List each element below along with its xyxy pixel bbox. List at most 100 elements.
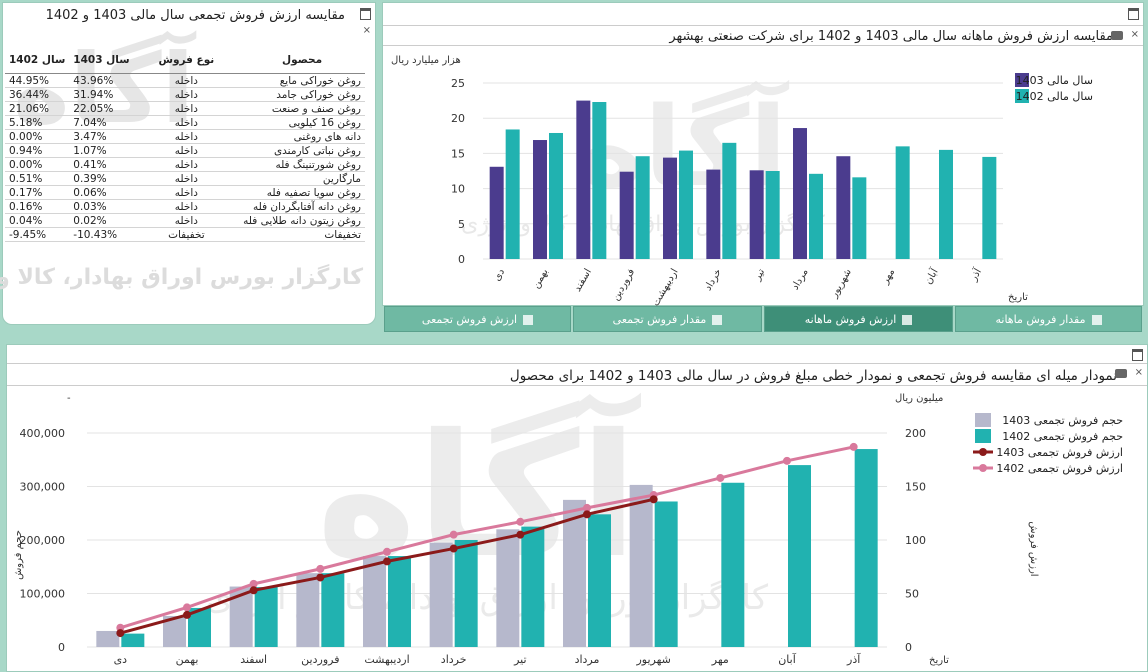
print-icon[interactable] — [1111, 31, 1123, 40]
x-tick-label: دی — [492, 267, 508, 283]
legend-swatch — [975, 413, 991, 427]
cell-1402: 0.17% — [5, 185, 70, 200]
x-tick-label: تیر — [752, 267, 768, 283]
tab-cumulative-value[interactable]: ارزش فروش تجمعی — [384, 306, 571, 332]
table-row[interactable]: 0.00% 0.41% داخله روغن شورتنینگ فله — [5, 157, 365, 172]
maximize-icon[interactable] — [1128, 8, 1139, 20]
x-tick-label: آبان — [921, 265, 941, 286]
cell-1403: 22.05% — [69, 101, 134, 116]
line-point — [849, 442, 858, 451]
bar-volume-1403 — [229, 586, 253, 647]
table-row[interactable]: 0.17% 0.06% داخله روغن سویا تصفیه فله — [5, 185, 365, 200]
maximize-icon[interactable] — [360, 8, 371, 20]
col-1402[interactable]: سال 1402 — [5, 47, 70, 74]
x-tick-label: فروردین — [301, 653, 339, 666]
cell-1402: 21.06% — [5, 101, 70, 116]
table-row[interactable]: 0.00% 3.47% داخله دانه های روغنی — [5, 129, 365, 144]
bar-volume-1402 — [588, 514, 611, 647]
cell-sale-type: داخله — [133, 199, 240, 214]
export-icon[interactable]: ⨯ — [362, 25, 371, 36]
line-point — [183, 610, 191, 619]
x-axis-label: تاریخ — [1008, 292, 1028, 303]
table-row[interactable]: 0.94% 1.07% داخله روغن نباتی کارمندی — [5, 143, 365, 158]
bar-1402 — [592, 102, 607, 259]
cell-1402: 5.18% — [5, 115, 70, 130]
line-value-1402 — [119, 445, 854, 630]
legend-point-swatch — [979, 464, 987, 472]
table-row[interactable]: 0.16% 0.03% داخله روغن دانه آفتابگردان فله — [5, 199, 365, 214]
cell-sale-type: داخله — [133, 171, 240, 186]
cell-1403: 0.03% — [69, 199, 134, 214]
bar-1403 — [489, 166, 504, 259]
line-point — [316, 573, 325, 582]
cell-product: مارگارین — [239, 171, 365, 186]
bar-1402 — [635, 156, 650, 259]
cell-sale-type: داخله — [133, 101, 240, 116]
x-tick-label: مرداد — [790, 267, 811, 292]
legend-label: سال مالی 1403 — [1016, 74, 1093, 87]
print-icon[interactable] — [1115, 369, 1127, 378]
bar-volume-1403 — [163, 615, 186, 647]
y-left-axis-label: حجم فروش — [13, 530, 24, 580]
legend-point-swatch — [979, 448, 987, 456]
table-row[interactable]: 36.44% 31.94% داخله روغن خوراکی جامد — [5, 87, 365, 102]
table-row[interactable]: 44.95% 43.96% داخله روغن خوراکی مایع — [5, 73, 365, 88]
bar-volume-1402 — [121, 633, 145, 647]
x-tick-label: مهر — [711, 653, 729, 666]
line-chart-icon — [523, 315, 534, 325]
bar-1403 — [793, 128, 807, 259]
y-tick-label: 25 — [451, 77, 465, 90]
table-row[interactable]: -9.45% -10.43% تخفیفات تخفیفات — [5, 227, 365, 242]
bar-1403 — [533, 140, 547, 259]
legend-label: ارزش فروش تجمعی 1402 — [996, 462, 1123, 475]
line-chart-icon — [712, 315, 723, 325]
x-tick-label: آذر — [846, 652, 861, 666]
x-tick-label: فروردین — [610, 267, 637, 303]
bar-1403 — [619, 171, 634, 259]
bar-1402 — [765, 171, 780, 259]
line-point — [583, 503, 591, 512]
y-tick-label: 5 — [458, 218, 465, 231]
table-row[interactable]: 21.06% 22.05% داخله روغن صنف و صنعت — [5, 101, 365, 116]
watermark-tagline: کارگزار بورس اوراق بهادار، کالا و انرژی — [0, 265, 363, 290]
line-point — [316, 564, 325, 573]
export-icon[interactable]: ⨯ — [1130, 29, 1139, 40]
monthly-chart-panel: مقایسه ارزش فروش ماهانه سال مالی 1403 و … — [382, 2, 1144, 307]
bar-volume-1402 — [854, 449, 878, 647]
export-icon[interactable]: ⨯ — [1134, 367, 1143, 378]
bar-1402 — [939, 149, 953, 259]
x-tick-label: مهر — [879, 267, 897, 287]
cell-1403: -10.43% — [69, 227, 134, 242]
cell-sale-type: داخله — [133, 157, 240, 172]
y-tick-label: 0 — [458, 253, 465, 266]
y-right-axis-label: ارزش فروش — [1028, 521, 1039, 576]
bar-volume-1403 — [296, 573, 320, 647]
y-tick-label: 10 — [451, 183, 465, 196]
cell-product: روغن خوراکی جامد — [239, 87, 365, 102]
cell-1402: 0.51% — [5, 171, 70, 186]
cell-product: تخفیفات — [239, 227, 365, 242]
col-product[interactable]: محصول — [239, 47, 365, 74]
y-right-tick-label: 200 — [905, 427, 926, 440]
cell-1403: 31.94% — [69, 87, 134, 102]
table-row[interactable]: 0.51% 0.39% داخله مارگارین — [5, 171, 365, 186]
tab-monthly-value[interactable]: ارزش فروش ماهانه — [764, 306, 953, 332]
col-sale-type[interactable]: نوع فروش — [133, 47, 240, 74]
x-tick-label: شهریور — [635, 653, 670, 666]
bar-1403 — [749, 170, 764, 259]
table-row[interactable]: 0.04% 0.02% داخله روغن زیتون دانه طلایی فله — [5, 213, 365, 228]
y-right-tick-label: 50 — [905, 588, 919, 601]
table-panel-title: مقایسه ارزش فروش تجمعی سال مالی 1403 و 1… — [45, 8, 345, 23]
line-point — [716, 473, 725, 482]
tab-monthly-quantity[interactable]: مقدار فروش ماهانه — [955, 306, 1142, 332]
table-row[interactable]: 5.18% 7.04% داخله روغن 16 کیلویی — [5, 115, 365, 130]
x-tick-label: اردیبهشت — [364, 653, 409, 666]
legend-swatch — [1015, 89, 1029, 103]
x-tick-label: بهمن — [531, 267, 551, 291]
tab-cumulative-quantity[interactable]: مقدار فروش تجمعی — [573, 306, 762, 332]
maximize-icon[interactable] — [1132, 349, 1143, 361]
legend-swatch — [975, 429, 991, 443]
bar-volume-1403 — [629, 484, 653, 647]
x-tick-label: خرداد — [703, 267, 724, 293]
col-1403[interactable]: سال 1403 — [69, 47, 134, 74]
